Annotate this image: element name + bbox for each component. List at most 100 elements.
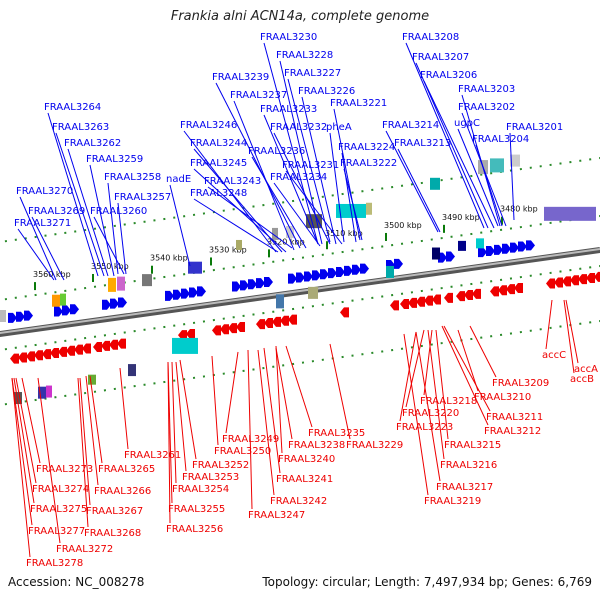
gene-leader-line (171, 361, 177, 484)
feature-block (142, 274, 152, 287)
reverse-gene-arrow (236, 321, 245, 332)
reverse-gene-arrow (594, 271, 600, 282)
reverse-gene-arrow (570, 275, 579, 286)
gene-label: FRAAL3213 (394, 138, 451, 149)
scale-tick-label: 3560 kbp (33, 270, 71, 279)
gene-label: FRAAL3239 (212, 72, 269, 83)
forward-gene-arrow (16, 311, 25, 322)
forward-gene-arrow (328, 268, 337, 279)
gene-leader-line (435, 329, 449, 440)
gene-label: FRAAL3236 (248, 146, 305, 157)
forward-gene-arrow (344, 265, 353, 276)
reverse-gene-arrow (408, 297, 417, 308)
gene-label: FRAAL3204 (472, 134, 529, 145)
forward-gene-arrow (173, 289, 182, 300)
gene-leader-line (287, 78, 331, 243)
forward-gene-arrow (526, 240, 535, 251)
reverse-gene-arrow (444, 292, 453, 303)
reverse-gene-arrow (117, 338, 126, 349)
gene-label: FRAAL3231 (282, 160, 339, 171)
forward-gene-arrow (312, 270, 321, 281)
gene-leader-line (399, 331, 417, 422)
gene-leader-line (457, 128, 499, 227)
gene-leader-line (77, 377, 89, 528)
gene-leader-line (475, 144, 503, 227)
forward-gene-arrow (438, 252, 447, 263)
genome-backbone-highlight (0, 248, 600, 335)
gene-leader-line (301, 96, 337, 245)
scale-tick-label: 3540 kbp (150, 254, 188, 263)
gene-leader-line (273, 132, 331, 245)
reverse-gene-arrow (256, 319, 265, 330)
gene-leader-line (457, 329, 479, 392)
feature-block (366, 202, 372, 215)
gene-label: ugpC (454, 118, 480, 129)
reverse-gene-arrow (50, 348, 59, 358)
forward-gene-arrow (320, 269, 329, 280)
gene-label: FRAAL3274 (32, 484, 89, 495)
scale-tick-label: 3490 kbp (442, 213, 480, 222)
gene-leader-line (11, 377, 31, 558)
gene-label: FRAAL3242 (270, 496, 327, 507)
gene-leader-line (545, 299, 553, 350)
reverse-gene-arrow (18, 352, 27, 363)
reverse-gene-arrow (42, 349, 51, 360)
gene-label: FRAAL3253 (182, 472, 239, 483)
gene-label: accC (542, 350, 566, 361)
gene-label: pheA (326, 122, 352, 133)
scale-tick-label: 3530 kbp (209, 245, 247, 254)
gene-label: FRAAL3240 (278, 454, 335, 465)
gene-leader-line (443, 325, 491, 412)
gene-leader-line (67, 148, 109, 277)
reverse-gene-arrow (490, 286, 499, 297)
gene-label: FRAAL3219 (424, 496, 481, 507)
gene-leader-line (31, 216, 65, 281)
gene-leader-line (263, 114, 319, 245)
gene-label: FRAAL3255 (168, 504, 225, 515)
gene-leader-line (329, 343, 351, 440)
gene-label: FRAAL3250 (214, 446, 271, 457)
forward-gene-arrow (197, 286, 206, 297)
gene-label: FRAAL3230 (260, 32, 317, 43)
reverse-gene-arrow (58, 346, 67, 357)
feature-block (272, 227, 278, 240)
figure-title: Frankia alni ACN14a, complete genome (170, 9, 430, 24)
reverse-gene-arrow (228, 323, 237, 334)
gene-leader-line (11, 377, 33, 526)
gene-leader-line (93, 216, 125, 275)
feature-block (117, 276, 125, 291)
gene-label: FRAAL3258 (104, 172, 161, 183)
gene-leader-line (423, 329, 433, 396)
gene-leader-line (17, 228, 55, 281)
gene-label: FRAAL3273 (36, 464, 93, 475)
gene-label: FRAAL3259 (86, 154, 143, 165)
gene-label: FRAAL3271 (14, 218, 71, 229)
gene-leader-line (263, 42, 319, 245)
reverse-gene-arrow (280, 315, 289, 326)
reverse-gene-arrow (464, 290, 473, 301)
gene-leader-line (403, 333, 429, 496)
gene-label: FRAAL3269 (28, 206, 85, 217)
gene-label: FRAAL3222 (340, 158, 397, 169)
feature-block (46, 385, 52, 398)
gene-leader-line (85, 375, 99, 486)
gene-label: FRAAL3237 (230, 90, 287, 101)
gene-label: FRAAL3265 (98, 464, 155, 475)
gene-label: FRAAL3201 (506, 122, 563, 133)
lower-scale-track (0, 320, 600, 407)
gene-label: FRAAL3218 (420, 396, 477, 407)
gene-leader-line (263, 347, 281, 474)
reverse-gene-arrow (390, 300, 399, 311)
gene-leader-line (285, 170, 343, 245)
feature-block (108, 277, 116, 292)
gene-label: FRAAL3272 (56, 544, 113, 555)
gene-label: FRAAL3257 (114, 192, 171, 203)
gene-label: FRAAL3224 (338, 142, 395, 153)
gene-leader-line (509, 132, 515, 221)
gene-leader-line (175, 361, 187, 472)
gene-label: FRAAL3264 (44, 102, 101, 113)
forward-gene-arrow (478, 247, 487, 258)
gene-label: FRAAL3256 (166, 524, 223, 535)
feature-block (14, 392, 22, 405)
